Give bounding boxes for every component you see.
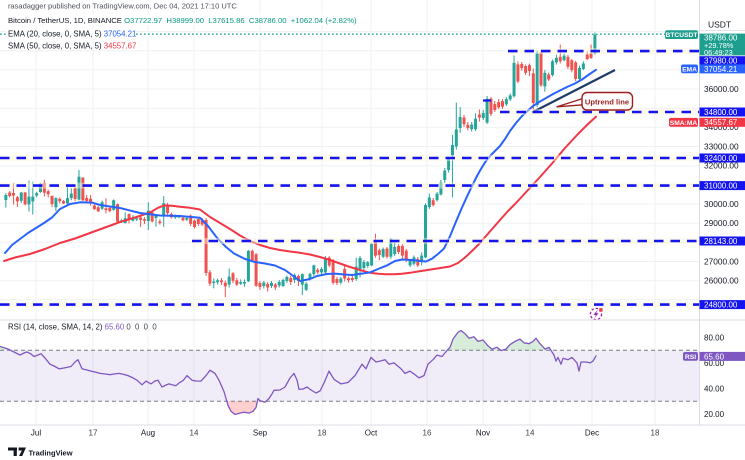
svg-text:18: 18 <box>318 429 327 438</box>
svg-text:31000.00: 31000.00 <box>704 182 738 191</box>
svg-text:37054.21: 37054.21 <box>704 65 738 74</box>
svg-text:80.00: 80.00 <box>704 333 725 342</box>
svg-text:USDT: USDT <box>708 20 731 30</box>
svg-text:14: 14 <box>526 429 535 438</box>
svg-text:60.00: 60.00 <box>704 359 725 368</box>
svg-text:rasadagger published on Tradin: rasadagger published on TradingView.com,… <box>8 2 237 11</box>
svg-text:06:49:23: 06:49:23 <box>704 48 733 57</box>
svg-text:RSI (14, close, SMA, 14, 2) 65: RSI (14, close, SMA, 14, 2) 65.60 0 0 0 … <box>8 323 157 332</box>
svg-text:EMA: EMA <box>682 67 697 74</box>
svg-text:34800.00: 34800.00 <box>704 108 738 117</box>
svg-text:EMA (20, close, 0, SMA, 5) 370: EMA (20, close, 0, SMA, 5) 37054.21 <box>8 30 136 39</box>
svg-text:27000.00: 27000.00 <box>704 256 739 266</box>
svg-text:Uptrend line: Uptrend line <box>585 98 629 107</box>
svg-text:RSI: RSI <box>685 354 696 361</box>
svg-text:37980.00: 37980.00 <box>704 57 738 66</box>
svg-text:65.60: 65.60 <box>704 352 725 361</box>
svg-text:Sep: Sep <box>253 429 268 438</box>
svg-text:30000.00: 30000.00 <box>704 199 739 209</box>
svg-text:40.00: 40.00 <box>704 384 725 393</box>
svg-text:Nov: Nov <box>476 429 490 438</box>
svg-text:Oct: Oct <box>365 429 378 438</box>
svg-text:24800.00: 24800.00 <box>704 301 738 310</box>
svg-text:34557.67: 34557.67 <box>704 118 738 127</box>
svg-text:SMA (50, close, 0, SMA, 5) 345: SMA (50, close, 0, SMA, 5) 34557.67 <box>8 42 136 51</box>
svg-text:38786.00: 38786.00 <box>704 34 738 43</box>
svg-text:+29.78%: +29.78% <box>704 41 734 50</box>
svg-text:29000.00: 29000.00 <box>704 218 739 228</box>
svg-text:32000.00: 32000.00 <box>704 161 739 171</box>
svg-text:BTCUSDT: BTCUSDT <box>666 32 699 39</box>
svg-text:28143.00: 28143.00 <box>704 237 738 246</box>
svg-text:TradingView: TradingView <box>29 448 73 457</box>
svg-text:32400.00: 32400.00 <box>704 154 738 163</box>
svg-text:34000.00: 34000.00 <box>704 122 739 132</box>
svg-text:16: 16 <box>423 429 432 438</box>
svg-text:17: 17 <box>89 429 98 438</box>
svg-text:Jul: Jul <box>31 429 41 438</box>
svg-text:36000.00: 36000.00 <box>704 84 739 94</box>
svg-text:Aug: Aug <box>141 429 155 438</box>
svg-text:SMA:MA: SMA:MA <box>670 120 698 127</box>
svg-text:Dec: Dec <box>585 429 599 438</box>
svg-text:Bitcoin / TetherUS, 1D, BINANC: Bitcoin / TetherUS, 1D, BINANCE O37722.9… <box>8 16 357 25</box>
svg-text:18: 18 <box>651 429 660 438</box>
svg-text:26000.00: 26000.00 <box>704 276 739 286</box>
svg-text:33000.00: 33000.00 <box>704 141 739 151</box>
svg-text:20.00: 20.00 <box>704 410 725 419</box>
svg-text:14: 14 <box>190 429 199 438</box>
